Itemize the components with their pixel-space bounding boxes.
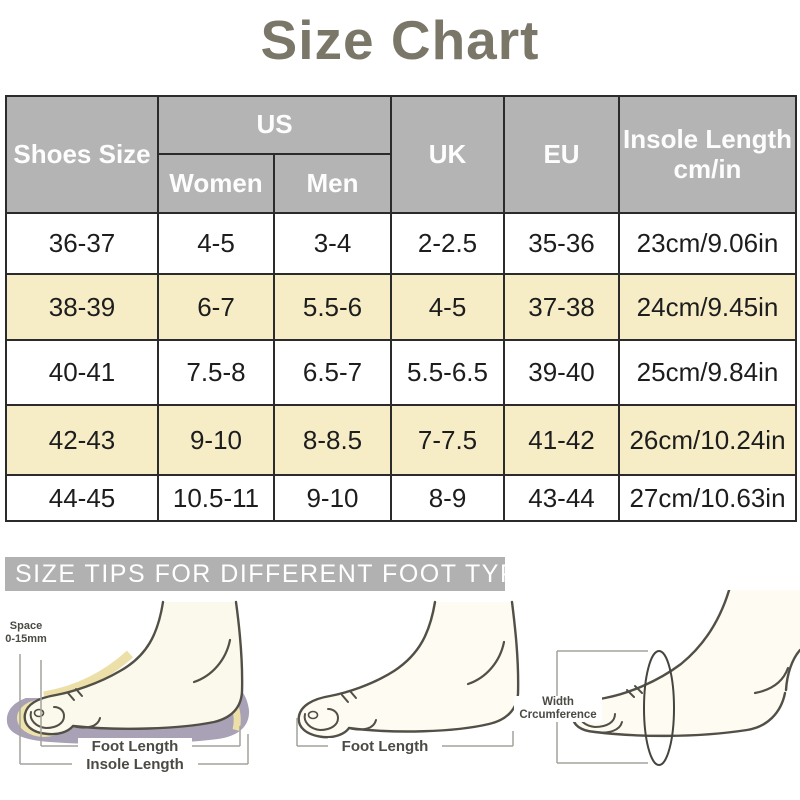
cell-shoes-size: 40-41 <box>5 339 159 406</box>
width-label-line1: Width <box>542 696 574 708</box>
cell-uk: 8-9 <box>390 474 505 522</box>
space-label-line2: 0-15mm <box>5 632 47 645</box>
cell-insole: 25cm/9.84in <box>618 339 797 406</box>
tips-banner: SIZE TIPS FOR DIFFERENT FOOT TYPES <box>5 557 553 591</box>
cell-uk: 2-2.5 <box>390 212 505 275</box>
header-us-women: Women <box>157 153 275 214</box>
insole-instep-shape <box>43 650 134 701</box>
cell-insole: 23cm/9.06in <box>618 212 797 275</box>
cell-eu: 41-42 <box>503 404 620 476</box>
foot-outsole-diagram <box>6 600 250 765</box>
table-header-row-2: Women Men <box>6 153 796 214</box>
ankle-curve <box>753 666 790 695</box>
cell-eu: 37-38 <box>503 273 620 341</box>
cell-us-women: 6-7 <box>157 273 275 341</box>
circumference-ellipse-icon <box>643 650 675 766</box>
header-shoes-size: Shoes Size <box>5 95 159 214</box>
header-uk: UK <box>390 95 505 214</box>
width-circumference-label: Width Crcumference <box>514 696 602 723</box>
cell-us-men: 9-10 <box>273 474 392 522</box>
table-row: 38-39 6-7 5.5-6 4-5 37-38 24cm/9.45in <box>5 273 797 341</box>
cell-us-men: 5.5-6 <box>273 273 392 341</box>
header-insole-length: Insole Length cm/in <box>618 95 797 214</box>
cell-us-women: 4-5 <box>157 212 275 275</box>
cell-shoes-size: 38-39 <box>5 273 159 341</box>
big-toe-outline <box>29 706 101 730</box>
header-us-men: Men <box>273 153 392 214</box>
toe-crease-ticks <box>626 685 643 698</box>
space-label: Space 0-15mm <box>2 620 50 646</box>
cell-uk: 4-5 <box>390 273 505 341</box>
toe-crease-ticks <box>67 688 83 701</box>
cell-eu: 43-44 <box>503 474 620 522</box>
cell-insole: 26cm/10.24in <box>618 404 797 476</box>
cell-us-women: 10.5-11 <box>157 474 275 522</box>
cell-us-men: 3-4 <box>273 212 392 275</box>
table-row: 36-37 4-5 3-4 2-2.5 35-36 23cm/9.06in <box>5 212 797 275</box>
big-toe-outline <box>303 708 377 732</box>
table-row: 42-43 9-10 8-8.5 7-7.5 41-42 26cm/10.24i… <box>5 404 797 476</box>
header-eu: EU <box>503 95 620 214</box>
width-label-line2: Crcumference <box>519 709 597 722</box>
cell-insole: 24cm/9.45in <box>618 273 797 341</box>
ankle-curve <box>466 640 506 686</box>
header-insole-line1: Insole Length <box>623 123 792 154</box>
cell-insole: 27cm/10.63in <box>618 474 797 522</box>
foot-length-label-middle: Foot Length <box>328 738 442 756</box>
table-row: 44-45 10.5-11 9-10 8-9 43-44 27cm/10.63i… <box>5 474 797 522</box>
ankle-curve <box>192 638 232 684</box>
foot-fill <box>298 602 519 738</box>
foot-outline-icon <box>297 600 520 739</box>
foot-fill <box>572 590 800 736</box>
cell-uk: 5.5-6.5 <box>390 339 505 406</box>
cell-uk: 7-7.5 <box>390 404 505 476</box>
cell-shoes-size: 44-45 <box>5 474 159 522</box>
header-us-group: US <box>157 95 392 155</box>
table-row: 40-41 7.5-8 6.5-7 5.5-6.5 39-40 25cm/9.8… <box>5 339 797 406</box>
insole-length-label: Insole Length <box>72 756 198 774</box>
cell-eu: 39-40 <box>503 339 620 406</box>
cell-us-men: 8-8.5 <box>273 404 392 476</box>
toenail-icon <box>307 710 319 720</box>
space-label-line1: Space <box>9 620 43 632</box>
foot-fill <box>24 602 243 735</box>
cell-us-women: 9-10 <box>157 404 275 476</box>
toenail-icon <box>33 708 45 718</box>
toe-crease-ticks <box>341 690 357 703</box>
cell-us-women: 7.5-8 <box>157 339 275 406</box>
cell-eu: 35-36 <box>503 212 620 275</box>
table-header-row-1: Shoes Size US UK EU Insole Length cm/in <box>5 95 797 214</box>
header-insole-line2: cm/in <box>673 153 742 184</box>
cell-shoes-size: 42-43 <box>5 404 159 476</box>
cell-us-men: 6.5-7 <box>273 339 392 406</box>
foot-length-diagram <box>296 600 520 747</box>
size-table: Shoes Size US UK EU Insole Length cm/in … <box>5 95 797 522</box>
foot-width-diagram <box>556 590 800 766</box>
cell-shoes-size: 36-37 <box>5 212 159 275</box>
page-title: Size Chart <box>260 9 540 71</box>
foot-length-label-left: Foot Length <box>78 738 192 756</box>
